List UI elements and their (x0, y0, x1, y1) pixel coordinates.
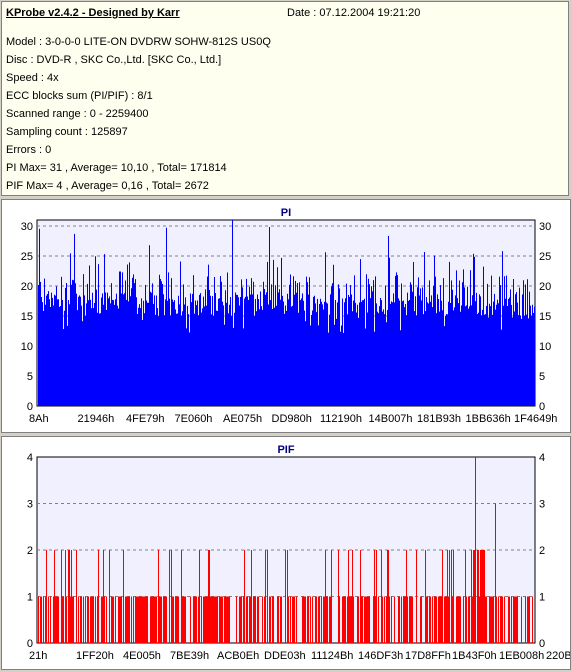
x-tick-label: 181B93h (417, 413, 461, 425)
y-tick-label-left: 5 (27, 371, 33, 383)
range-line: Scanned range : 0 - 2259400 (6, 108, 149, 120)
x-tick-label: 7BE39h (170, 650, 209, 662)
y-tick-label-right: 10 (539, 341, 551, 353)
y-tick-label-left: 2 (27, 545, 33, 557)
x-tick-label: 1F4649h (514, 413, 557, 425)
y-tick-label-left: 25 (21, 251, 33, 263)
x-tick-label: AE075h (223, 413, 262, 425)
chart-title: PIF (277, 444, 294, 456)
info-panel: KProbe v2.4.2 - Designed by Karr Date : … (1, 1, 569, 196)
pif-chart: PIF 0 0 1 1 2 2 3 3 4 4 21h 1FF20h 4E005h 7BE39h ACB0Eh… (27, 444, 572, 662)
x-tick-label: 1FF20h (76, 650, 114, 662)
y-tick-label-right: 25 (539, 251, 551, 263)
chart-title: PI (281, 207, 291, 219)
x-tick-label: 7E060h (175, 413, 213, 425)
x-tick-label: 146DF3h (358, 650, 403, 662)
x-tick-label: DDE03h (264, 650, 306, 662)
x-tick-label: 21h (29, 650, 47, 662)
y-tick-label-left: 4 (27, 452, 33, 464)
x-tick-label: DD980h (272, 413, 312, 425)
bars (38, 220, 535, 406)
x-tick-label: 220B0Fh (546, 650, 570, 662)
x-tick-label: 11124Bh (311, 650, 353, 662)
y-tick-label-right: 0 (539, 401, 545, 413)
scan-date: Date : 07.12.2004 19:21:20 (287, 7, 421, 19)
bar-series (38, 457, 533, 643)
y-tick-label-left: 30 (21, 221, 33, 233)
y-tick-label-left: 10 (21, 341, 33, 353)
pif-summary-line: PIF Max= 4 , Average= 0,16 , Total= 2672 (6, 180, 209, 192)
pi-chart-panel: PI 0 0 5 5 10 10 15 15 20 20 25 25 30 30 8Ah 21946h 4FE79… (1, 199, 571, 433)
x-tick-label: 1EB008h (499, 650, 544, 662)
model-line: Model : 3-0-0-0 LITE-ON DVDRW SOHW-812S … (6, 36, 271, 48)
x-tick-label: 17D8FFh (405, 650, 451, 662)
y-tick-label-right: 0 (539, 638, 545, 650)
x-tick-label: 21946h (78, 413, 115, 425)
y-tick-label-right: 15 (539, 311, 551, 323)
app-title: KProbe v2.4.2 - Designed by Karr (6, 7, 180, 19)
y-tick-label-right: 3 (539, 499, 545, 511)
pi-summary-line: PI Max= 31 , Average= 10,10 , Total= 171… (6, 162, 227, 174)
bars (38, 457, 533, 643)
pi-chart: PI 0 0 5 5 10 10 15 15 20 20 25 25 30 30 8Ah 21946h 4FE79… (21, 207, 558, 425)
pif-chart-panel: PIF 0 0 1 1 2 2 3 3 4 4 21h 1FF20h 4E005h 7BE39h ACB0Eh… (1, 436, 572, 670)
x-tick-label: 1BB636h (466, 413, 511, 425)
y-tick-label-left: 0 (27, 638, 33, 650)
x-tick-label: 14B007h (369, 413, 413, 425)
y-tick-label-left: 0 (27, 401, 33, 413)
x-tick-label: 112190h (320, 413, 362, 425)
y-tick-label-right: 1 (539, 592, 545, 604)
x-tick-label: 8Ah (29, 413, 49, 425)
y-tick-label-right: 2 (539, 545, 545, 557)
sampling-line: Sampling count : 125897 (6, 126, 128, 138)
speed-line: Speed : 4x (6, 72, 59, 84)
ecc-line: ECC blocks sum (PI/PIF) : 8/1 (6, 90, 153, 102)
disc-line: Disc : DVD-R , SKC Co.,Ltd. [SKC Co., Lt… (6, 54, 222, 66)
y-tick-label-left: 1 (27, 592, 33, 604)
x-tick-label: ACB0Eh (217, 650, 259, 662)
errors-line: Errors : 0 (6, 144, 52, 156)
y-tick-label-left: 20 (21, 281, 33, 293)
y-tick-label-left: 3 (27, 499, 33, 511)
y-tick-label-right: 20 (539, 281, 551, 293)
y-tick-label-right: 30 (539, 221, 551, 233)
y-tick-label-right: 5 (539, 371, 545, 383)
y-tick-label-left: 15 (21, 311, 33, 323)
x-tick-label: 4E005h (123, 650, 161, 662)
x-tick-label: 4FE79h (126, 413, 165, 425)
x-tick-label: 1B43F0h (452, 650, 497, 662)
y-tick-label-right: 4 (539, 452, 545, 464)
bar-series (38, 220, 535, 406)
